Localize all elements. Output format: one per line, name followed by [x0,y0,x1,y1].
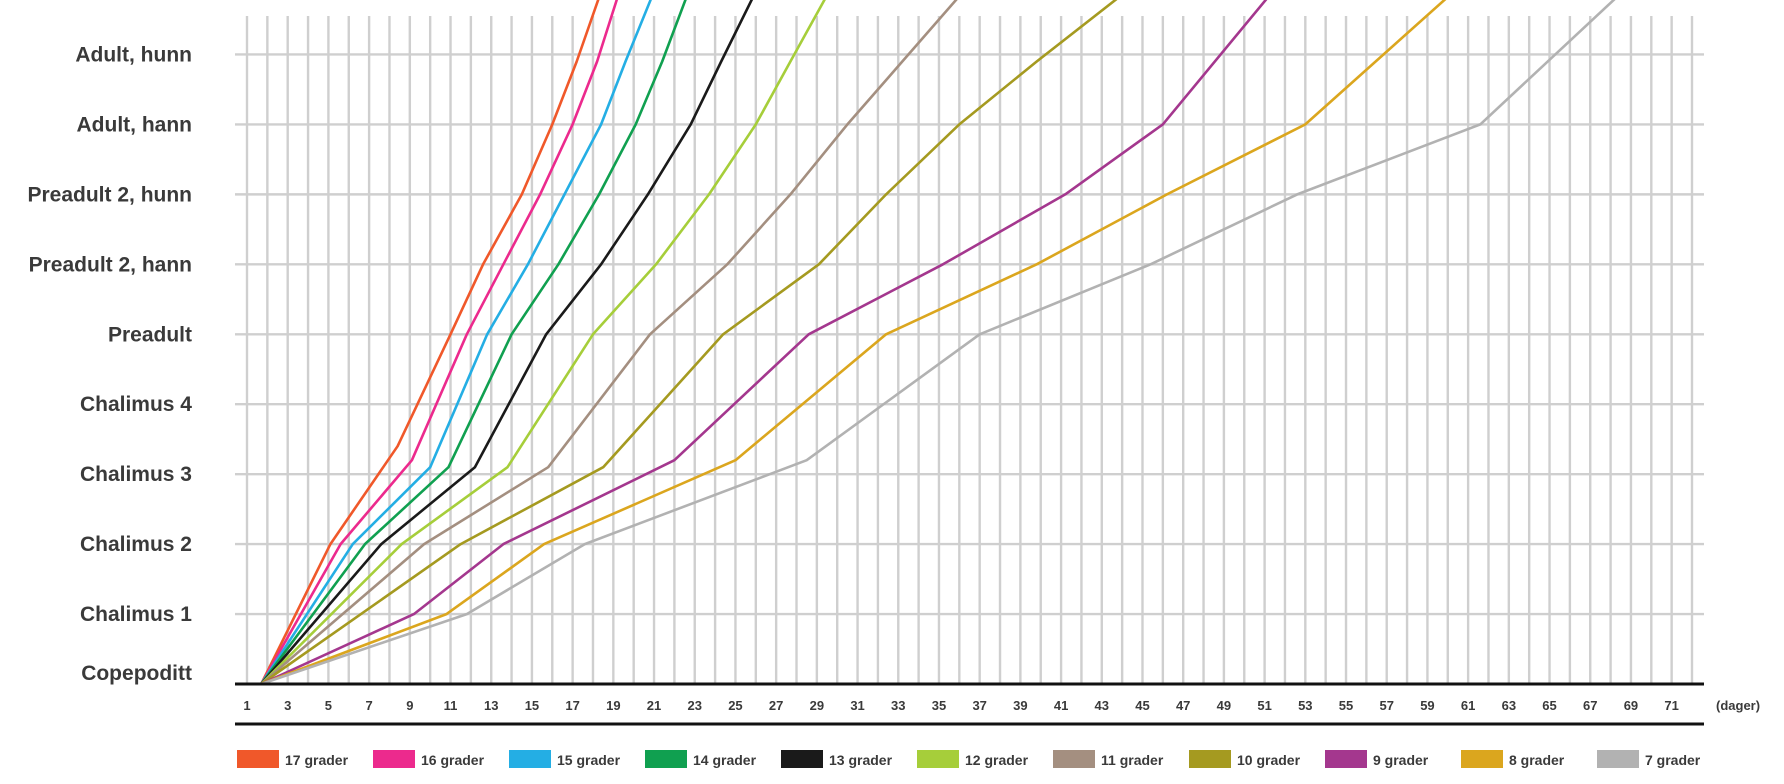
series-line [259,0,1447,686]
series-line [259,0,958,686]
x-tick-label: 47 [1176,698,1190,713]
legend-swatch [645,750,687,768]
x-tick-label: 5 [325,698,332,713]
legend-swatch [917,750,959,768]
x-tick-label: 67 [1583,698,1597,713]
legend-label: 12 grader [965,752,1029,768]
series-line [259,0,619,686]
x-tick-label: 13 [484,698,498,713]
y-axis-labels: Copepoditt Chalimus 1 Chalimus 2 Chalimus 3… [27,43,192,685]
x-tick-label: 21 [647,698,661,713]
x-tick-label: 65 [1542,698,1556,713]
x-tick-label: 3 [284,698,291,713]
series-line [259,0,826,686]
legend-label: 7 grader [1645,752,1701,768]
series-line [259,0,1118,686]
x-tick-label: 33 [891,698,905,713]
x-tick-label: 41 [1054,698,1068,713]
legend-swatch [781,750,823,768]
x-tick-label: 17 [565,698,579,713]
x-axis-unit-label: (dager) [1716,698,1760,713]
x-tick-label: 49 [1217,698,1231,713]
legend-swatch [237,750,279,768]
x-tick-label: 31 [850,698,864,713]
x-tick-label: 53 [1298,698,1312,713]
y-category-label: Preadult [108,323,192,346]
x-tick-label: 43 [1095,698,1109,713]
x-tick-label: 27 [769,698,783,713]
x-tick-label: 19 [606,698,620,713]
grid [235,16,1704,684]
x-tick-label: 51 [1257,698,1271,713]
y-category-label: Adult, hann [77,113,192,136]
legend-swatch [1597,750,1639,768]
y-category-label: Preadult 2, hann [29,253,192,276]
x-axis-tick-labels: 1 3 5 7 9 11 13 15 17 19 21 23 25 27 29 31 33 35 37 39 41 43 4… [243,698,1678,713]
x-tick-label: 71 [1664,698,1678,713]
legend-swatch [1325,750,1367,768]
x-axis [235,682,1704,726]
x-tick-label: 7 [365,698,372,713]
y-category-label: Chalimus 4 [80,393,192,416]
series-line [259,0,600,686]
legend-swatch [1189,750,1231,768]
series-line [259,0,1616,686]
legend-label: 13 grader [829,752,893,768]
legend-label: 17 grader [285,752,349,768]
legend-label: 15 grader [557,752,621,768]
x-tick-label: 69 [1624,698,1638,713]
x-tick-label: 35 [932,698,946,713]
x-tick-label: 23 [688,698,702,713]
series-line [259,0,1268,686]
legend-label: 10 grader [1237,752,1301,768]
x-tick-label: 63 [1502,698,1516,713]
series-line [259,0,687,686]
legend-swatch [1461,750,1503,768]
x-tick-label: 37 [972,698,986,713]
x-tick-label: 45 [1135,698,1149,713]
y-category-label: Copepoditt [81,662,192,685]
x-tick-label: 61 [1461,698,1475,713]
series-lines [259,0,1616,686]
x-tick-label: 11 [444,698,458,713]
x-tick-label: 25 [728,698,742,713]
x-tick-label: 29 [810,698,824,713]
legend-label: 14 grader [693,752,757,768]
legend-swatch [1053,750,1095,768]
x-tick-label: 39 [1013,698,1027,713]
y-category-label: Adult, hunn [75,43,192,66]
y-category-label: Chalimus 2 [80,533,192,556]
legend-swatch [373,750,415,768]
x-tick-label: 15 [525,698,539,713]
y-category-label: Chalimus 1 [80,603,192,626]
series-line [259,0,652,686]
legend: 17 grader 16 grader 15 grader 14 grader 13 g… [237,750,1701,768]
x-tick-label: 59 [1420,698,1434,713]
y-category-label: Chalimus 3 [80,463,192,486]
x-tick-label: 57 [1379,698,1393,713]
legend-label: 9 grader [1373,752,1429,768]
legend-label: 11 grader [1101,752,1164,768]
legend-label: 16 grader [421,752,485,768]
x-tick-label: 55 [1339,698,1353,713]
y-category-label: Preadult 2, hunn [27,183,192,206]
legend-label: 8 grader [1509,752,1565,768]
series-line [259,0,754,686]
legend-swatch [509,750,551,768]
x-tick-label: 9 [406,698,413,713]
x-tick-label: 1 [243,698,250,713]
